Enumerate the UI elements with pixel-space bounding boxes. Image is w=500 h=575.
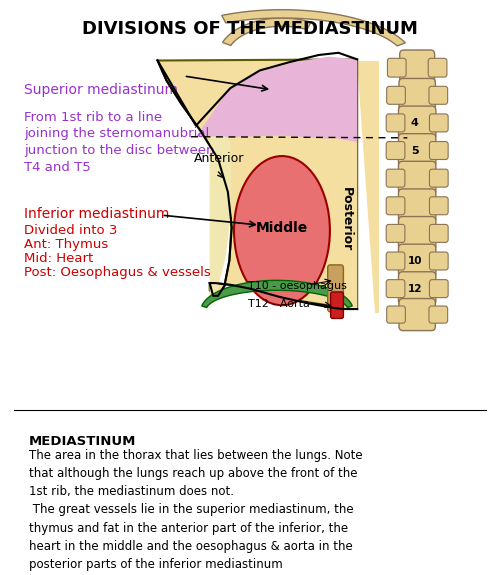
Text: Divided into 3: Divided into 3 — [24, 224, 117, 237]
FancyBboxPatch shape — [388, 58, 406, 77]
Text: T12 - Aorta: T12 - Aorta — [248, 298, 310, 309]
Text: Inferior mediastinum: Inferior mediastinum — [24, 207, 169, 221]
Polygon shape — [210, 137, 232, 296]
FancyBboxPatch shape — [430, 169, 448, 187]
Text: Ant: Thymus: Ant: Thymus — [24, 238, 108, 251]
Polygon shape — [196, 57, 357, 142]
Text: DIVISIONS OF THE MEDIASTINUM: DIVISIONS OF THE MEDIASTINUM — [82, 20, 418, 38]
FancyBboxPatch shape — [398, 189, 436, 223]
Text: 12: 12 — [408, 283, 422, 294]
Text: MEDIASTINUM: MEDIASTINUM — [29, 435, 136, 448]
Text: that although the lungs reach up above the front of the: that although the lungs reach up above t… — [29, 467, 357, 480]
FancyBboxPatch shape — [430, 279, 448, 298]
Text: Anterior: Anterior — [194, 152, 244, 166]
Text: From 1st rib to a line: From 1st rib to a line — [24, 111, 162, 124]
FancyBboxPatch shape — [330, 292, 344, 319]
Text: posterior parts of the inferior mediastinum: posterior parts of the inferior mediasti… — [29, 558, 282, 571]
Text: T4 and T5: T4 and T5 — [24, 160, 90, 174]
Text: thymus and fat in the anterior part of the inferior, the: thymus and fat in the anterior part of t… — [29, 522, 348, 535]
FancyBboxPatch shape — [429, 306, 448, 323]
FancyBboxPatch shape — [386, 252, 405, 270]
FancyBboxPatch shape — [430, 197, 448, 214]
Text: 1st rib, the mediastinum does not.: 1st rib, the mediastinum does not. — [29, 485, 234, 499]
FancyBboxPatch shape — [386, 141, 405, 159]
FancyBboxPatch shape — [398, 106, 436, 140]
Text: junction to the disc between: junction to the disc between — [24, 144, 214, 157]
Text: heart in the middle and the oesophagus & aorta in the: heart in the middle and the oesophagus &… — [29, 540, 352, 553]
Text: Post: Oesophagus & vessels: Post: Oesophagus & vessels — [24, 266, 210, 278]
FancyBboxPatch shape — [430, 252, 448, 270]
FancyBboxPatch shape — [399, 298, 436, 331]
FancyBboxPatch shape — [430, 224, 448, 243]
Polygon shape — [222, 10, 406, 46]
Text: T10 - oesophagus: T10 - oesophagus — [248, 281, 346, 291]
FancyBboxPatch shape — [386, 197, 405, 214]
FancyBboxPatch shape — [398, 134, 436, 167]
Text: Superior mediastinum: Superior mediastinum — [24, 83, 178, 97]
FancyBboxPatch shape — [400, 50, 434, 85]
Text: 5: 5 — [411, 145, 418, 155]
FancyBboxPatch shape — [430, 114, 448, 132]
FancyBboxPatch shape — [386, 86, 406, 104]
Text: The area in the thorax that lies between the lungs. Note: The area in the thorax that lies between… — [29, 449, 362, 462]
FancyBboxPatch shape — [398, 244, 436, 278]
Text: The great vessels lie in the superior mediastinum, the: The great vessels lie in the superior me… — [29, 504, 353, 516]
Text: 10: 10 — [408, 256, 422, 266]
FancyBboxPatch shape — [386, 224, 405, 243]
Polygon shape — [202, 281, 352, 308]
Ellipse shape — [234, 156, 330, 305]
FancyBboxPatch shape — [386, 306, 406, 323]
Text: Posterior: Posterior — [340, 187, 352, 252]
Polygon shape — [328, 137, 357, 309]
Text: Middle: Middle — [256, 221, 308, 235]
FancyBboxPatch shape — [398, 162, 436, 195]
Text: 4: 4 — [411, 118, 418, 128]
FancyBboxPatch shape — [386, 169, 405, 187]
Polygon shape — [222, 18, 311, 45]
FancyBboxPatch shape — [386, 114, 405, 132]
Text: Mid: Heart: Mid: Heart — [24, 252, 93, 264]
FancyBboxPatch shape — [398, 217, 436, 250]
Polygon shape — [158, 59, 357, 309]
FancyBboxPatch shape — [429, 86, 448, 104]
FancyBboxPatch shape — [386, 279, 405, 298]
FancyBboxPatch shape — [398, 272, 436, 305]
FancyBboxPatch shape — [428, 58, 447, 77]
FancyBboxPatch shape — [430, 141, 448, 159]
FancyBboxPatch shape — [328, 265, 344, 312]
Text: joining the sternomanubrial: joining the sternomanubrial — [24, 128, 209, 140]
FancyBboxPatch shape — [399, 78, 436, 112]
Polygon shape — [357, 60, 379, 313]
